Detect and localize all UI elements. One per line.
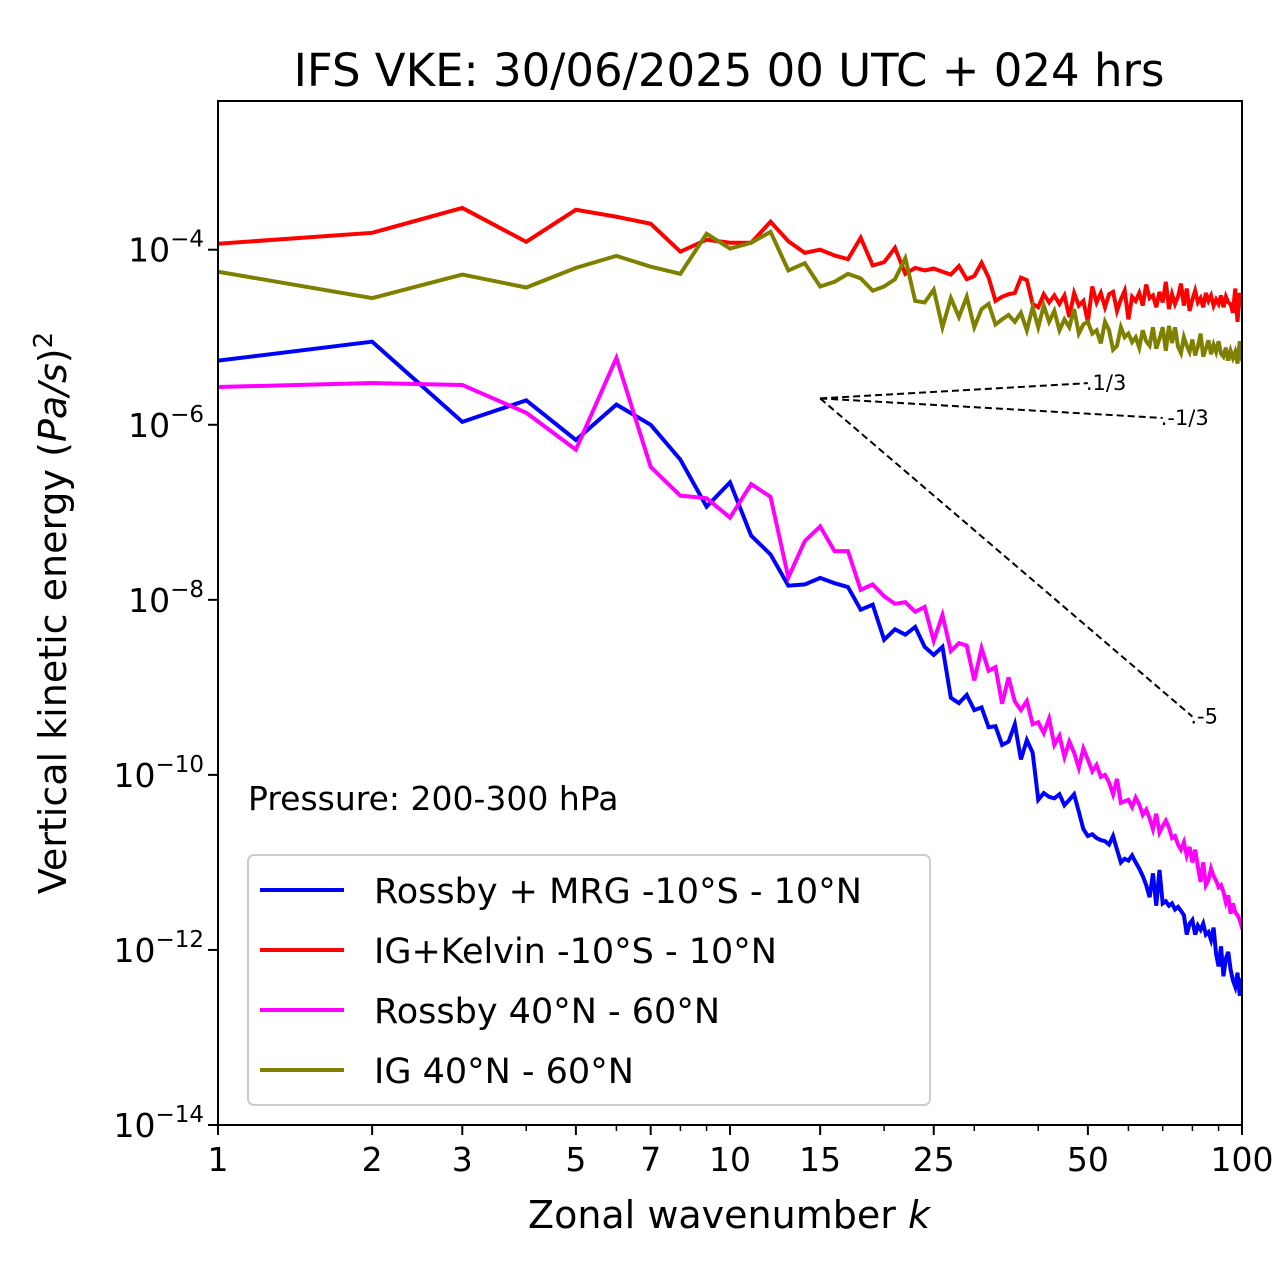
- x-axis-label: Zonal wavenumber k: [528, 1193, 932, 1237]
- series-line-1: [218, 205, 1242, 323]
- y-axis-label-text: Vertical kinetic energy (: [31, 442, 75, 894]
- reference-line-label-2: .-5: [1190, 705, 1218, 729]
- x-tick-label: 1: [208, 1140, 229, 1179]
- legend-box: [247, 854, 931, 1106]
- x-axis-label-text: Zonal wavenumber: [528, 1193, 908, 1237]
- y-tick-label: 10−12: [113, 927, 204, 970]
- legend-label-0: Rossby + MRG -10°S - 10°N: [374, 872, 862, 912]
- reference-line-label-1: .-1/3: [1161, 406, 1209, 430]
- series-line-3: [218, 229, 1242, 364]
- y-tick-label: 10−6: [128, 402, 204, 445]
- reference-line-label-0: .1/3: [1086, 371, 1126, 395]
- series-line-0: [218, 339, 1242, 996]
- chart-title: IFS VKE: 30/06/2025 00 UTC + 024 hrs: [294, 44, 1165, 97]
- y-axis-label-unit: Pa/s: [31, 363, 75, 442]
- reference-lines: .1/3 .-1/3 .-5: [819, 371, 1218, 729]
- y-axis-label-exponent: 2: [29, 332, 59, 349]
- x-tick-label: 25: [913, 1140, 955, 1179]
- legend: Rossby + MRG -10°S - 10°N IG+Kelvin -10°S…: [247, 854, 931, 1106]
- legend-label-3: IG 40°N - 60°N: [374, 1052, 634, 1092]
- x-axis-label-variable: k: [908, 1193, 932, 1237]
- x-tick-label: 7: [640, 1140, 661, 1179]
- y-tick-label: 10−14: [113, 1102, 204, 1145]
- legend-label-1: IG+Kelvin -10°S - 10°N: [374, 932, 777, 972]
- series-group: [218, 205, 1242, 996]
- x-tick-label: 2: [362, 1140, 383, 1179]
- legend-label-2: Rossby 40°N - 60°N: [374, 992, 720, 1032]
- reference-line-1: [820, 397, 1163, 419]
- x-tick-label: 3: [452, 1140, 473, 1179]
- y-axis-label-close: ): [31, 348, 75, 363]
- y-axis-label: Vertical kinetic energy (Pa/s)2: [29, 332, 75, 894]
- y-tick-label: 10−8: [128, 577, 204, 620]
- x-tick-label: 50: [1067, 1140, 1109, 1179]
- y-tick-label: 10−10: [113, 752, 204, 795]
- y-tick-label: 10−4: [128, 227, 204, 270]
- pressure-annotation: Pressure: 200-300 hPa: [248, 779, 618, 818]
- x-tick-label: 5: [565, 1140, 586, 1179]
- y-axis: 10−14 10−12 10−10 10−8 10−6 10−4: [113, 227, 218, 1145]
- x-axis: 1 2 3 5 7 10 15 25 50 100: [208, 1125, 1274, 1179]
- x-tick-label: 15: [799, 1140, 841, 1179]
- x-tick-label: 10: [709, 1140, 751, 1179]
- x-tick-label: 100: [1211, 1140, 1274, 1179]
- reference-line-0: [820, 382, 1088, 400]
- reference-line-2: [819, 397, 1194, 718]
- series-line-2: [218, 352, 1242, 931]
